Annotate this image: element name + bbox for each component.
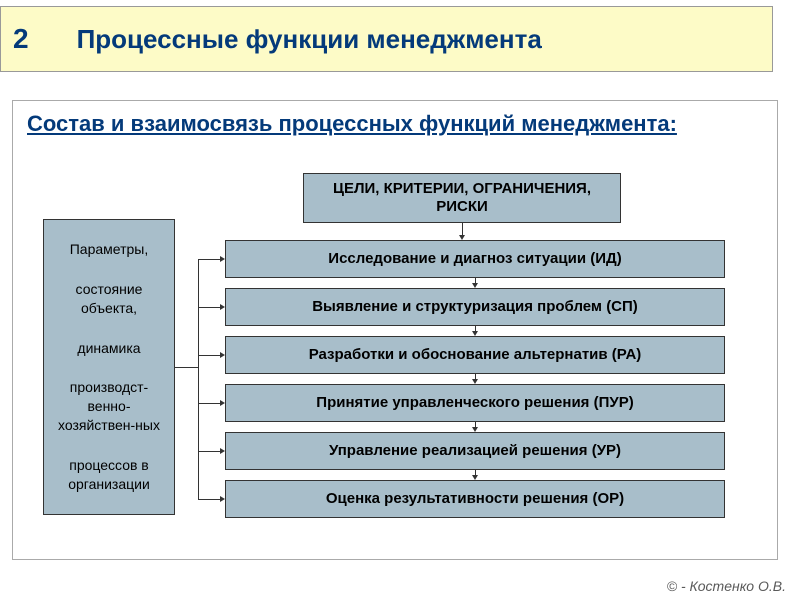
parameters-line: Параметры, — [50, 240, 168, 259]
flow-step-box: Исследование и диагноз ситуации (ИД) — [225, 240, 725, 278]
flow-arrow-down — [475, 326, 476, 332]
flow-arrow-down — [475, 278, 476, 284]
parameters-box: Параметры, состояние объекта, динамика прои… — [43, 219, 175, 515]
connector-branch — [198, 307, 221, 308]
flow-step-box: Принятие управленческого решения (ПУР) — [225, 384, 725, 422]
diagram-panel: Состав и взаимосвязь процессных функций … — [12, 100, 778, 560]
connector-branch — [198, 451, 221, 452]
flow-step-box: Оценка результативности решения (ОР) — [225, 480, 725, 518]
footer-credit: © - Костенко О.В. — [667, 578, 786, 594]
connector-branch — [198, 259, 221, 260]
parameters-line: состояние объекта, — [50, 280, 168, 318]
title-text: Процессные функции менеджмента — [77, 24, 542, 55]
parameters-line: динамика — [50, 339, 168, 358]
connector-from-left — [175, 367, 198, 368]
flow-arrow-down — [475, 470, 476, 476]
subtitle: Состав и взаимосвязь процессных функций … — [27, 109, 677, 139]
flow-step-box: Управление реализацией решения (УР) — [225, 432, 725, 470]
flow-step-box: Выявление и структуризация проблем (СП) — [225, 288, 725, 326]
flow-step-box: Разработки и обоснование альтернатив (РА… — [225, 336, 725, 374]
flow-arrow-down — [475, 374, 476, 380]
connector-trunk — [198, 259, 199, 499]
flow-arrow-down — [475, 422, 476, 428]
parameters-line: производст-венно-хозяйствен-ных — [50, 378, 168, 435]
title-band: 2 Процессные функции менеджмента — [0, 6, 773, 72]
connector-branch — [198, 403, 221, 404]
title-number: 2 — [13, 23, 29, 55]
goals-criteria-box: ЦЕЛИ, КРИТЕРИИ, ОГРАНИЧЕНИЯ, РИСКИ — [303, 173, 621, 223]
connector-branch — [198, 499, 221, 500]
connector-branch — [198, 355, 221, 356]
top-arrow-down — [462, 223, 463, 236]
parameters-line: процессов в организации — [50, 456, 168, 494]
